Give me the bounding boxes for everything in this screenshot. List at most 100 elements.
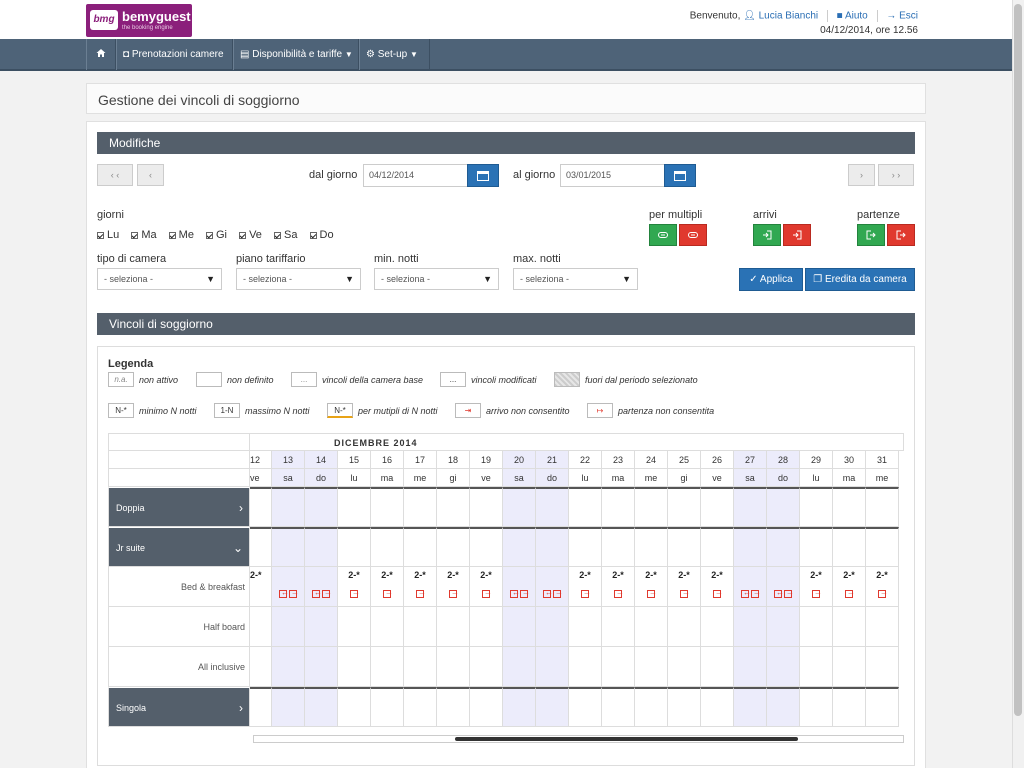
nav-prenotazioni[interactable]: ◘ Prenotazioni camere (116, 39, 233, 70)
min-notti-select[interactable]: - seleziona - ▼ (374, 268, 499, 290)
room-row-header[interactable]: Doppia › (108, 487, 250, 527)
constraint-cell[interactable] (569, 607, 602, 647)
next-button[interactable]: › (848, 164, 875, 186)
constraint-cell[interactable] (470, 607, 503, 647)
max-notti-select[interactable]: - seleziona - ▼ (513, 268, 638, 290)
inherit-button[interactable]: ❐ Eredita da camera (805, 268, 915, 291)
constraint-cell[interactable] (800, 647, 833, 687)
constraint-cell[interactable]: 2-* → (668, 567, 701, 607)
tipo-camera-select[interactable]: - seleziona - ▼ (97, 268, 222, 290)
constraint-cell[interactable] (668, 647, 701, 687)
constraint-cell[interactable] (305, 647, 338, 687)
constraint-cell[interactable] (701, 647, 734, 687)
constraint-cell[interactable] (734, 647, 767, 687)
arrivi-enable-button[interactable] (753, 224, 781, 246)
constraint-cell[interactable]: ← → (536, 567, 569, 607)
day-checkbox[interactable] (309, 232, 317, 239)
constraint-cell[interactable] (371, 607, 404, 647)
day-checkbox[interactable] (206, 232, 213, 239)
to-date-input[interactable]: 03/01/2015 (560, 164, 665, 187)
to-calendar-button[interactable] (664, 164, 696, 187)
constraint-cell[interactable] (250, 607, 272, 647)
constraint-cell[interactable] (866, 647, 899, 687)
arrivi-disable-button[interactable] (783, 224, 811, 246)
piano-tariffario-select[interactable]: - seleziona - ▼ (236, 268, 361, 290)
constraint-cell[interactable]: ← → (272, 567, 305, 607)
nav-disponibilita[interactable]: ▤ Disponibilità e tariffe ▼ (233, 39, 359, 70)
prev-prev-button[interactable]: ‹ ‹ (97, 164, 133, 186)
nav-setup[interactable]: ⚙ Set-up ▼ (359, 39, 430, 70)
constraint-cell[interactable] (833, 607, 866, 647)
day-checkbox[interactable] (273, 232, 281, 239)
constraint-cell[interactable] (800, 607, 833, 647)
partenze-disable-button[interactable] (887, 224, 915, 246)
constraint-cell[interactable]: ← → (734, 567, 767, 607)
room-row-header[interactable]: Singola › (108, 687, 250, 727)
constraint-cell[interactable]: 2-* → (371, 567, 404, 607)
constraint-cell[interactable] (536, 647, 569, 687)
from-date-input[interactable]: 04/12/2014 (363, 164, 468, 187)
from-calendar-button[interactable] (467, 164, 499, 187)
constraint-cell[interactable] (635, 607, 668, 647)
multipli-enable-button[interactable] (649, 224, 677, 246)
constraint-cell[interactable] (437, 647, 470, 687)
constraint-cell[interactable]: 2-* → (404, 567, 437, 607)
constraint-cell[interactable]: 2-* → (470, 567, 503, 607)
constraint-cell[interactable] (338, 647, 371, 687)
constraint-cell[interactable] (701, 607, 734, 647)
constraint-cell[interactable] (668, 607, 701, 647)
constraint-cell[interactable] (404, 607, 437, 647)
constraint-cell[interactable] (833, 647, 866, 687)
constraint-cell[interactable] (602, 647, 635, 687)
constraint-cell[interactable] (250, 647, 272, 687)
constraint-cell[interactable]: 2-* → (635, 567, 668, 607)
constraint-cell[interactable]: 2-* → (338, 567, 371, 607)
day-checkbox[interactable] (131, 232, 139, 239)
brand-logo[interactable]: bmg bemyguest the booking engine (86, 4, 192, 37)
prev-button[interactable]: ‹ (137, 164, 164, 186)
constraint-cell[interactable] (338, 607, 371, 647)
constraint-cell[interactable] (305, 607, 338, 647)
constraint-cell[interactable] (371, 647, 404, 687)
multipli-disable-button[interactable] (679, 224, 707, 246)
constraint-cell[interactable]: ← → (305, 567, 338, 607)
constraint-cell[interactable] (272, 647, 305, 687)
constraint-cell[interactable] (470, 647, 503, 687)
constraint-cell[interactable] (602, 607, 635, 647)
partenze-enable-button[interactable] (857, 224, 885, 246)
constraint-cell[interactable]: 2-* → (866, 567, 899, 607)
constraint-cell[interactable] (437, 607, 470, 647)
logout-link[interactable]: Esci (899, 10, 918, 22)
constraint-cell[interactable]: 2-* → (701, 567, 734, 607)
constraint-cell[interactable]: 2-* (250, 567, 272, 607)
day-checkbox[interactable] (168, 232, 176, 239)
constraint-cell[interactable] (734, 607, 767, 647)
help-link[interactable]: Aiuto (844, 10, 868, 22)
constraint-cell[interactable] (272, 607, 305, 647)
constraint-cell[interactable] (404, 647, 437, 687)
room-row-header[interactable]: Jr suite ⌄ (108, 527, 250, 567)
constraint-cell[interactable] (767, 647, 800, 687)
day-checkbox[interactable] (97, 232, 104, 239)
next-next-button[interactable]: › › (878, 164, 914, 186)
constraint-cell[interactable]: ← → (767, 567, 800, 607)
constraint-cell[interactable] (503, 607, 536, 647)
constraint-cell[interactable]: 2-* → (569, 567, 602, 607)
constraint-cell[interactable]: ← → (503, 567, 536, 607)
user-link[interactable]: Lucia Bianchi (758, 10, 819, 22)
day-checkbox[interactable] (239, 232, 247, 239)
constraint-cell[interactable] (866, 607, 899, 647)
constraint-cell[interactable] (569, 647, 602, 687)
vertical-scrollbar-thumb[interactable] (1014, 4, 1022, 716)
nav-home[interactable] (86, 39, 116, 70)
apply-button[interactable]: ✓ Applica (739, 268, 803, 291)
scrollbar-thumb[interactable] (455, 737, 798, 741)
constraint-cell[interactable] (536, 607, 569, 647)
constraint-cell[interactable] (503, 647, 536, 687)
constraint-cell[interactable] (635, 647, 668, 687)
constraint-cell[interactable] (767, 607, 800, 647)
constraint-cell[interactable]: 2-* → (833, 567, 866, 607)
constraint-cell[interactable]: 2-* → (602, 567, 635, 607)
constraint-cell[interactable]: 2-* → (437, 567, 470, 607)
constraint-cell[interactable]: 2-* → (800, 567, 833, 607)
